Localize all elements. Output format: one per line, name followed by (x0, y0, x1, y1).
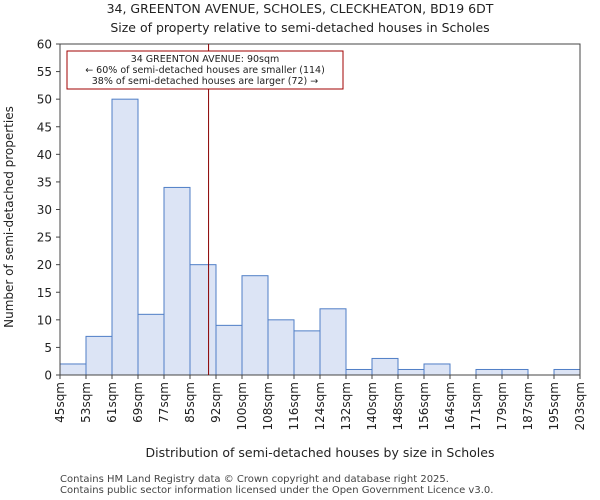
bar-61sqm (111, 98, 139, 376)
x-tick-label: 156sqm (417, 382, 431, 430)
x-tick-label: 45sqm (53, 382, 67, 423)
x-tick-label: 164sqm (443, 382, 457, 430)
bar-77sqm (163, 186, 191, 376)
x-tick-label: 132sqm (339, 382, 353, 430)
bar-156sqm (423, 363, 451, 376)
y-tick-label: 50 (37, 93, 52, 107)
footer-line-2: Contains public sector information licen… (60, 485, 494, 496)
y-tick-label: 35 (37, 175, 52, 189)
x-tick-label: 116sqm (287, 382, 301, 430)
x-tick-label: 61sqm (105, 382, 119, 423)
x-tick-label: 124sqm (313, 382, 327, 430)
y-tick-label: 10 (37, 313, 52, 327)
bar-195sqm (553, 368, 581, 376)
x-tick-label: 92sqm (209, 382, 223, 423)
bar-116sqm (293, 330, 321, 376)
x-tick-label: 108sqm (261, 382, 275, 430)
x-tick-label: 69sqm (131, 382, 145, 423)
y-tick-label: 55 (37, 65, 52, 79)
x-tick-label: 195sqm (547, 382, 561, 430)
x-tick-label: 171sqm (469, 382, 483, 430)
y-tick-label: 0 (44, 369, 52, 383)
bar-179sqm (501, 368, 529, 376)
y-tick-label: 25 (37, 231, 52, 245)
bar-85sqm (189, 264, 217, 376)
x-tick-label: 85sqm (183, 382, 197, 423)
annotation-line-2: ← 60% of semi-detached houses are smalle… (85, 65, 325, 76)
x-tick-label: 140sqm (365, 382, 379, 430)
annotation-line-3: 38% of semi-detached houses are larger (… (92, 76, 319, 87)
bars-group (59, 98, 581, 376)
x-tick-label: 179sqm (495, 382, 509, 430)
y-tick-label: 15 (37, 286, 52, 300)
y-tick-label: 60 (37, 38, 52, 52)
plot-frame (59, 43, 581, 376)
x-tick-label: 53sqm (79, 382, 93, 423)
annotation-box: 34 GREENTON AVENUE: 90sqm ← 60% of semi-… (66, 50, 344, 90)
x-tick-label: 100sqm (235, 382, 249, 430)
bar-69sqm (137, 313, 165, 376)
bar-108sqm (267, 319, 295, 376)
y-axis-label: Number of semi-detached properties (2, 106, 16, 328)
x-tick-label: 148sqm (391, 382, 405, 430)
bar-124sqm (319, 308, 347, 376)
x-tick-label: 77sqm (157, 382, 171, 423)
x-axis-ticks: 45sqm 53sqm 61sqm 69sqm 77sqm 85sqm 92sqm 100sq… (53, 375, 587, 430)
bar-148sqm (397, 368, 425, 376)
chart-title: 34, GREENTON AVENUE, SCHOLES, CLECKHEATO… (107, 1, 494, 16)
y-tick-label: 40 (37, 148, 52, 162)
bar-53sqm (85, 335, 113, 376)
x-tick-label: 203sqm (573, 382, 587, 430)
bar-140sqm (371, 357, 399, 376)
footer-line-1: Contains HM Land Registry data © Crown c… (60, 474, 449, 485)
bar-171sqm (475, 368, 503, 376)
y-tick-label: 45 (37, 120, 52, 134)
y-tick-label: 20 (37, 258, 52, 272)
bar-45sqm (59, 363, 87, 376)
x-tick-label: 187sqm (521, 382, 535, 430)
chart-subtitle: Size of property relative to semi-detach… (110, 20, 489, 35)
bar-100sqm (241, 275, 269, 376)
y-axis-ticks: 0 5 10 15 20 25 30 35 40 45 50 55 60 (37, 38, 60, 383)
annotation-border (66, 50, 344, 90)
bar-92sqm (215, 324, 243, 376)
x-axis-label: Distribution of semi-detached houses by … (146, 445, 495, 460)
y-tick-label: 30 (37, 203, 52, 217)
bar-132sqm (345, 368, 373, 376)
annotation-line-1: 34 GREENTON AVENUE: 90sqm (131, 54, 280, 65)
y-tick-label: 5 (44, 341, 52, 355)
